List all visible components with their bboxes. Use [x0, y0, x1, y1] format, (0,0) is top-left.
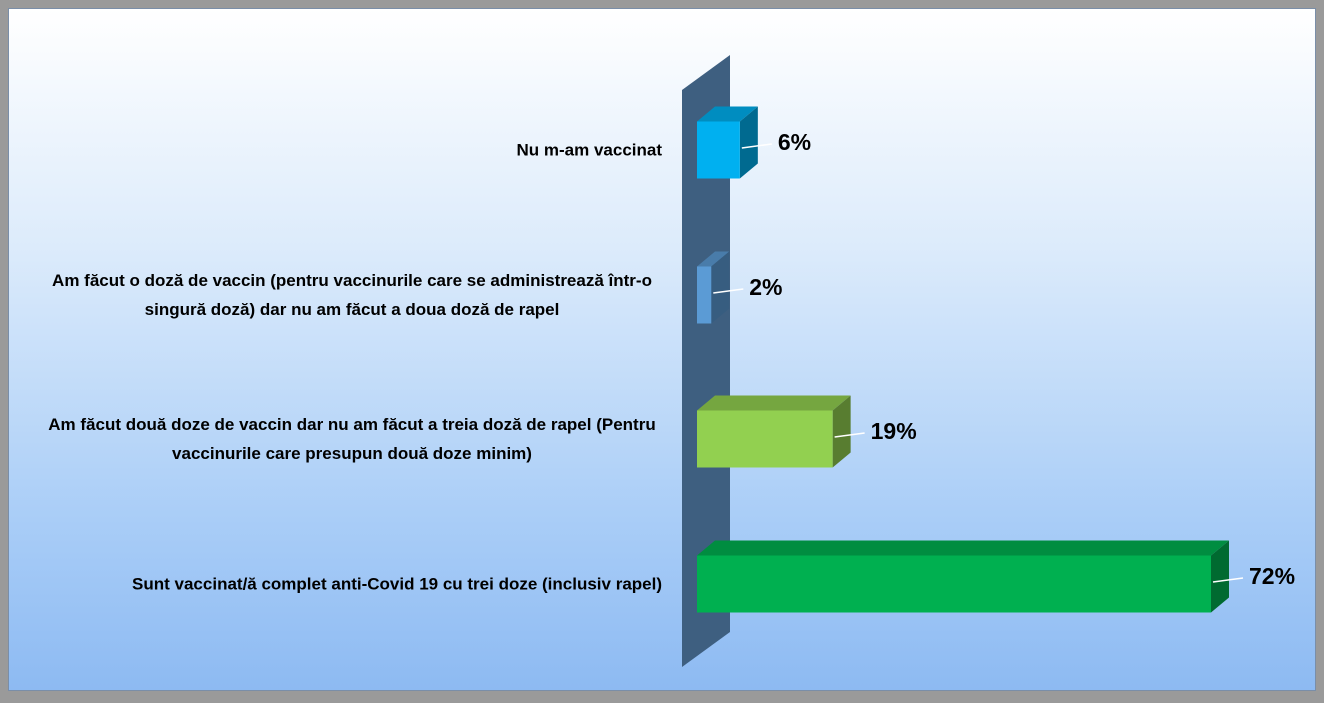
category-label: Sunt vaccinat/ă complet anti-Covid 19 cu…	[132, 574, 662, 594]
axis-wall	[682, 55, 730, 667]
value-label: 6%	[778, 129, 811, 155]
bar-side	[711, 251, 730, 324]
value-label: 72%	[1249, 563, 1295, 589]
leader-line	[1212, 577, 1244, 583]
bar	[697, 555, 1211, 613]
bar-top	[697, 395, 851, 411]
category-label: Nu m-am vaccinat	[516, 140, 663, 160]
value-label: 19%	[871, 418, 917, 444]
bar	[697, 121, 740, 179]
bar-top	[697, 106, 758, 122]
leader-line	[713, 288, 744, 294]
bar-side	[739, 106, 758, 179]
leader-line	[834, 432, 865, 438]
leader-line	[741, 143, 772, 149]
bar	[697, 410, 833, 468]
bar-side	[1211, 540, 1229, 613]
bar-top	[697, 540, 1229, 556]
bar-side	[832, 395, 851, 468]
bar	[697, 266, 712, 324]
bar-top	[697, 251, 730, 267]
value-label: 2%	[749, 274, 782, 300]
category-label: Am făcut o doză de vaccin (pentru vaccin…	[52, 271, 652, 319]
category-label: Am făcut două doze de vaccin dar nu am f…	[48, 415, 656, 463]
